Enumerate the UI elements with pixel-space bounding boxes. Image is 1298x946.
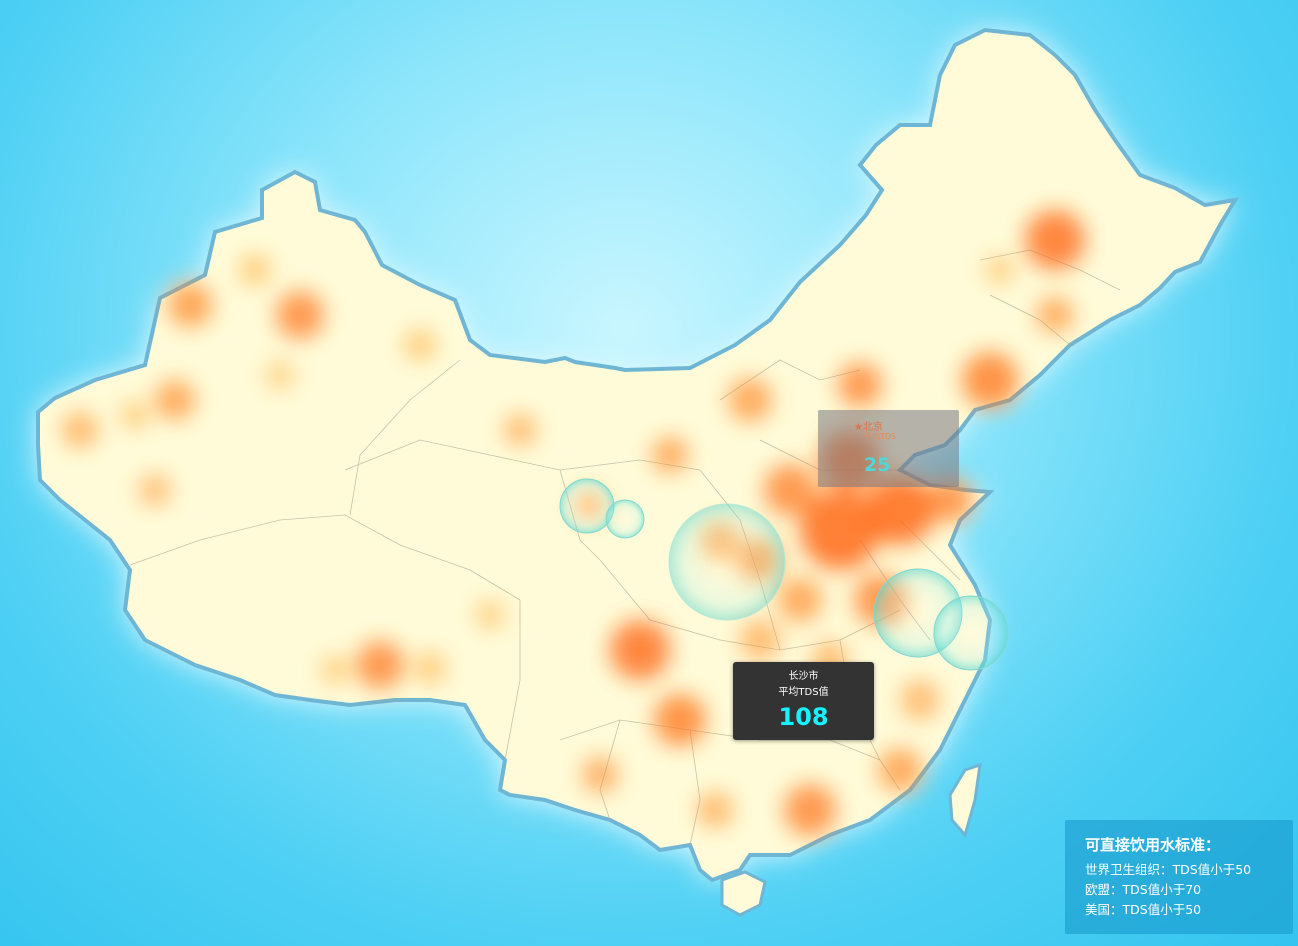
heat-blob xyxy=(476,601,504,629)
tooltip-value: 108 xyxy=(778,703,829,731)
drinking-standard-legend: 可直接饮用水标准： 世界卫生组织：TDS值小于50 欧盟：TDS值小于70 美国… xyxy=(1065,820,1293,934)
city-bubble xyxy=(668,503,786,621)
beijing-highlight[interactable]: ★北京 平均TDS 25 xyxy=(818,410,959,487)
heat-blob xyxy=(582,757,618,793)
heat-blob xyxy=(1037,297,1073,333)
city-bubble xyxy=(605,499,645,539)
legend-row-eu: 欧盟：TDS值小于70 xyxy=(1085,882,1202,897)
heat-blob xyxy=(740,620,780,660)
china-landmass xyxy=(36,27,1239,917)
heat-blob xyxy=(276,291,324,339)
heat-blob xyxy=(800,490,880,570)
heat-blob xyxy=(62,412,98,448)
heat-blob xyxy=(838,363,882,407)
heat-blob xyxy=(778,578,822,622)
heat-blob xyxy=(878,748,922,792)
heat-blob xyxy=(986,256,1014,284)
heat-blob xyxy=(239,254,271,286)
mainland xyxy=(36,27,1239,883)
legend-title: 可直接饮用水标准： xyxy=(1085,836,1221,854)
legend-row-us: 美国：TDS值小于50 xyxy=(1085,902,1202,917)
heat-blob xyxy=(168,283,212,327)
heat-blob xyxy=(155,380,195,420)
heat-blob xyxy=(728,378,772,422)
heat-blob xyxy=(356,641,404,689)
heat-blob xyxy=(928,478,972,522)
heat-blob xyxy=(321,656,349,684)
heat-blob xyxy=(865,475,935,545)
legend-row-who: 世界卫生组织：TDS值小于50 xyxy=(1085,862,1252,877)
taiwan xyxy=(948,762,982,839)
heat-blob xyxy=(610,620,670,680)
heat-blob xyxy=(900,680,940,720)
highlight-label: 平均TDS xyxy=(864,432,897,441)
heat-blob xyxy=(784,784,836,836)
heat-blob xyxy=(266,361,294,389)
city-bubbles[interactable] xyxy=(559,478,1009,671)
heat-blob xyxy=(1025,210,1085,270)
heat-blob xyxy=(652,437,688,473)
tooltip-label: 平均TDS值 xyxy=(778,687,829,698)
heat-blob xyxy=(962,352,1018,408)
heat-blob xyxy=(404,329,436,361)
heat-blob xyxy=(414,652,446,684)
hainan xyxy=(720,870,767,917)
city-bubble xyxy=(933,595,1009,671)
highlight-value: 25 xyxy=(864,454,891,476)
heat-blob xyxy=(697,792,733,828)
city-tooltip: 长沙市 平均TDS值 108 xyxy=(733,662,874,740)
city-bubble xyxy=(559,478,615,534)
heat-blob xyxy=(504,414,536,446)
heat-blob xyxy=(121,401,149,429)
heat-blob xyxy=(654,694,706,746)
highlight-city: ★北京 xyxy=(854,422,883,433)
heat-blob xyxy=(764,464,816,516)
heat-blob xyxy=(139,474,171,506)
tooltip-city: 长沙市 xyxy=(788,671,819,682)
